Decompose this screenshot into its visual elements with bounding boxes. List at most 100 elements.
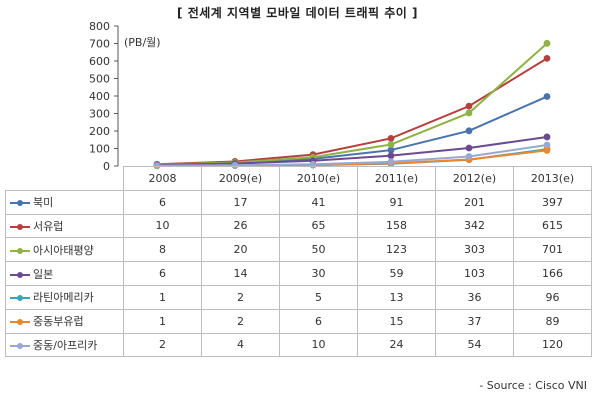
table-header-cell: 2011(e): [357, 166, 436, 191]
table-cell: 26: [201, 213, 280, 239]
series-name: 중동/아프리카: [33, 338, 98, 352]
data-point: [387, 158, 395, 166]
table-cell: 17: [201, 189, 280, 215]
table-header-row: 2008 2009(e) 2010(e) 2011(e) 2012(e) 2013(e): [6, 166, 592, 191]
legend-entry: 일본: [5, 261, 124, 286]
table-cell: 41: [279, 189, 358, 215]
data-point: [387, 152, 395, 160]
table-cell: 201: [435, 189, 514, 215]
legend-marker-icon: [10, 318, 30, 326]
table-cell: 15: [357, 308, 436, 334]
table-cell: 50: [279, 237, 358, 263]
legend-marker-icon: [10, 342, 30, 350]
table-cell: 36: [435, 284, 514, 310]
table-cell: 54: [435, 332, 514, 358]
data-point: [543, 141, 551, 149]
table-cell: 120: [513, 332, 592, 358]
data-point: [465, 102, 473, 110]
table-cell: 158: [357, 213, 436, 239]
data-point: [543, 93, 551, 100]
legend-entry: 중동/아프리카: [5, 332, 124, 358]
legend-marker-icon: [10, 271, 30, 279]
legend-entry: 북미: [5, 189, 124, 215]
table-cell: 342: [435, 213, 514, 239]
table-cell: 30: [279, 261, 358, 286]
table-cell: 6: [279, 308, 358, 334]
table-header-cell: 2012(e): [435, 166, 514, 191]
table-cell: 2: [201, 284, 280, 310]
data-point: [309, 160, 317, 168]
data-point: [543, 133, 551, 141]
legend-entry: 중동부유럽: [5, 308, 124, 334]
table-cell: 1: [123, 308, 202, 334]
table-cell: 65: [279, 213, 358, 239]
data-point: [387, 146, 395, 154]
table-cell: 123: [357, 237, 436, 263]
table-cell: 10: [279, 332, 358, 358]
y-tick-label: 300: [89, 108, 110, 121]
table-cell: 166: [513, 261, 592, 286]
table-cell: 5: [279, 284, 358, 310]
series-name: 중동부유럽: [33, 315, 84, 329]
y-tick-label: 200: [89, 125, 110, 138]
y-tick-label: 500: [89, 73, 110, 86]
legend-marker-icon: [10, 294, 30, 302]
series-line: [156, 95, 548, 166]
table-row: 일본 6 14 30 59 103 166: [5, 261, 592, 286]
data-point: [465, 153, 473, 160]
series-name: 북미: [33, 196, 54, 210]
table-header-cell: 2009(e): [201, 166, 280, 191]
table-header-cell: 2008: [123, 166, 202, 191]
table-header-cell: 2013(e): [513, 166, 592, 191]
chart-title: [ 전세계 지역별 모바일 데이터 트래픽 추이 ]: [177, 6, 418, 20]
data-point: [465, 109, 473, 117]
series-name: 라틴아메리카: [33, 291, 94, 305]
legend-marker-icon: [10, 223, 30, 231]
table-cell: 96: [513, 284, 592, 310]
table-cell: 2: [201, 308, 280, 334]
table-cell: 4: [201, 332, 280, 358]
table-cell: 397: [513, 189, 592, 215]
series-line: [156, 57, 548, 166]
legend-marker-icon: [10, 199, 30, 207]
table-row: 북미 6 17 41 91 201 397: [5, 189, 592, 215]
legend-entry: 서유럽: [5, 213, 124, 239]
y-tick-label: 700: [89, 38, 110, 51]
y-tick-label: 400: [89, 90, 110, 103]
table-cell: 59: [357, 261, 436, 286]
table-cell: 20: [201, 237, 280, 263]
y-tick-label: 800: [89, 20, 110, 33]
table-cell: 2: [123, 332, 202, 358]
table-cell: 24: [357, 332, 436, 358]
y-axis-unit: (PB/월): [124, 36, 161, 49]
table-cell: 6: [123, 189, 202, 215]
table-cell: 303: [435, 237, 514, 263]
y-tick-label: 100: [89, 143, 110, 156]
series-name: 아시아태평양: [33, 243, 94, 257]
line-chart: 0 100 200 300 400 500 600 700 800: [89, 20, 551, 170]
table-cell: 701: [513, 237, 592, 263]
legend-marker-icon: [10, 247, 30, 255]
data-point: [543, 147, 551, 154]
source-note: - Source : Cisco VNI: [479, 379, 587, 392]
table-cell: 10: [123, 213, 202, 239]
series-line: [156, 144, 548, 167]
table-cell: 6: [123, 261, 202, 286]
table-cell: 1: [123, 284, 202, 310]
table-cell: 8: [123, 237, 202, 263]
table-row: 서유럽 10 26 65 158 342 615: [5, 213, 592, 239]
data-point: [387, 134, 395, 142]
legend-entry: 라틴아메리카: [5, 284, 124, 310]
table-cell: 91: [357, 189, 436, 215]
table-cell: 37: [435, 308, 514, 334]
y-tick-label: 0: [103, 160, 110, 170]
table-cell: 103: [435, 261, 514, 286]
table-body: 북미 6 17 41 91 201 397 서유럽 10 26 65 158 342 615 아시아태평양 8…: [5, 189, 592, 358]
table-row: 아시아태평양 8 20 50 123 303 701: [5, 237, 592, 263]
table-header-cell: 2010(e): [279, 166, 358, 191]
data-point: [543, 39, 551, 47]
table-cell: 13: [357, 284, 436, 310]
table-cell: 14: [201, 261, 280, 286]
data-point: [543, 54, 551, 62]
data-point: [387, 141, 395, 148]
